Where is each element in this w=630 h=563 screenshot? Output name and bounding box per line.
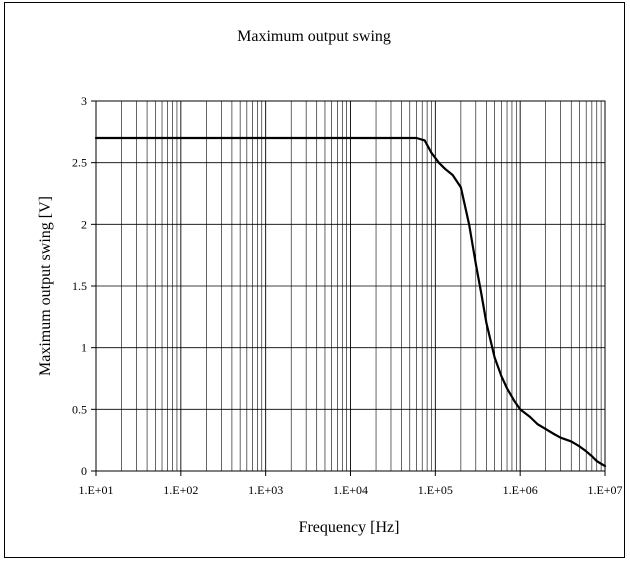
y-tick-label: 2.5 xyxy=(72,156,87,170)
x-axis-label: Frequency [Hz] xyxy=(299,519,400,536)
x-tick-label: 1.E+05 xyxy=(418,483,453,497)
x-tick-label: 1.E+03 xyxy=(248,483,283,497)
y-axis-label: Maximum output swing [V] xyxy=(37,196,54,376)
y-tick-label: 0.5 xyxy=(72,402,87,416)
tick-labels: 0 0.5 1 1.5 2 2.5 3 1.E+01 1.E+02 1.E+03 1.E+04 1.E… xyxy=(72,94,623,497)
y-tick-label: 1 xyxy=(81,341,87,355)
series-line xyxy=(94,136,607,468)
x-tick-label: 1.E+04 xyxy=(333,483,368,497)
x-tick-label: 1.E+06 xyxy=(503,483,538,497)
y-tick-label: 0 xyxy=(81,464,87,478)
series-layer xyxy=(94,136,607,468)
y-tick-label: 2 xyxy=(81,217,87,231)
x-tick-label: 1.E+01 xyxy=(78,483,113,497)
axes xyxy=(91,100,606,476)
y-tick-label: 3 xyxy=(81,94,87,108)
grid-lines xyxy=(96,100,605,471)
chart-title: Maximum output swing xyxy=(237,28,391,45)
x-tick-label: 1.E+07 xyxy=(587,483,622,497)
y-tick-label: 1.5 xyxy=(72,279,87,293)
x-tick-label: 1.E+02 xyxy=(163,483,198,497)
